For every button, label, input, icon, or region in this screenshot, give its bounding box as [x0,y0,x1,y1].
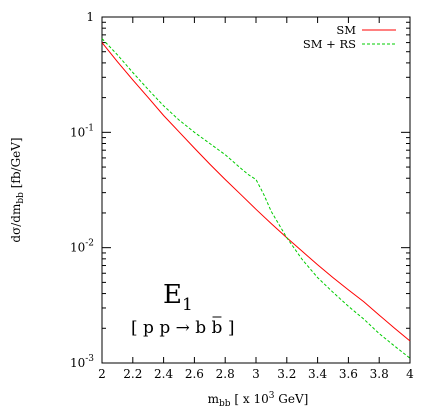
y-axis-label: dσ/dmbb [fb/GeV] [9,137,26,242]
legend-label-sm: SM [336,23,356,37]
x-tick-labels: 2 2.2 2.4 2.6 2.8 3 3.2 3.4 3.6 3.8 4 [98,367,414,381]
y-tick-label: 1 [86,10,94,24]
y-tick-label: 10-2 [70,239,94,255]
series-lines [101,38,411,359]
x-tick-label: 3.4 [308,367,327,381]
x-tick-label: 2 [98,367,106,381]
annotation-process: [ p p → b b ] [131,318,234,338]
x-tick-label: 2.8 [216,367,235,381]
series-line-sm-rs [101,38,411,359]
x-tick-label: 3.8 [370,367,389,381]
legend-label-sm-rs: SM + RS [303,37,356,51]
x-axis-label: mbb [ x 103 GeV] [208,391,309,407]
x-tick-label: 4 [406,367,414,381]
series-line-sm [101,42,411,342]
x-tick-label: 2.2 [123,367,142,381]
y-tick-label: 10-1 [70,123,94,139]
annotation: E1 [ p p → b b ] [131,280,234,338]
x-tick-label: 2.4 [154,367,173,381]
y-tick-label: 10-3 [70,354,94,370]
y-tick-labels: 1 10-1 10-2 10-3 [70,10,94,370]
tick-marks [101,16,411,364]
x-tick-label: 3 [252,367,260,381]
x-tick-label: 3.2 [277,367,296,381]
plot-frame [101,16,411,364]
legend: SM SM + RS [303,23,396,51]
x-tick-label: 3.6 [339,367,358,381]
x-tick-label: 2.6 [185,367,204,381]
annotation-title: E1 [163,280,193,315]
